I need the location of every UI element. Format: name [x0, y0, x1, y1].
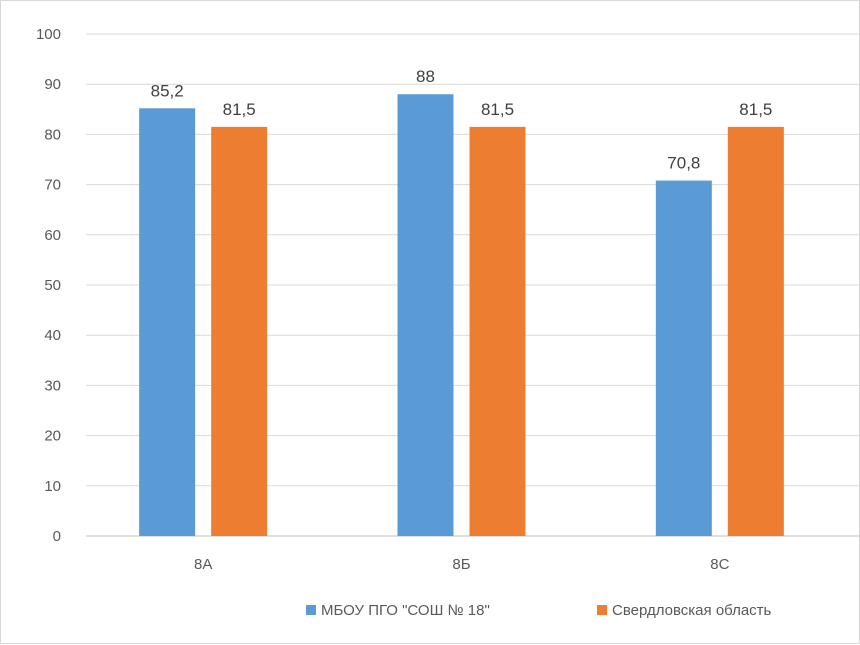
x-tick-label: 8Б — [452, 556, 470, 573]
legend-label: Свердловская область — [612, 602, 772, 619]
y-tick-label: 70 — [44, 177, 61, 194]
legend-swatch — [597, 605, 607, 615]
y-tick-label: 90 — [44, 76, 61, 93]
y-tick-label: 60 — [44, 227, 61, 244]
bar-school — [655, 180, 712, 537]
x-tick-label: 8А — [194, 556, 212, 573]
y-tick-label: 50 — [44, 277, 61, 294]
y-tick-label: 100 — [36, 26, 61, 43]
bar-region — [211, 126, 268, 537]
y-tick-label: 40 — [44, 327, 61, 344]
x-tick-label: 8С — [710, 556, 729, 573]
bar-school — [139, 108, 196, 537]
y-tick-label: 20 — [44, 428, 61, 445]
bar-region — [727, 126, 784, 537]
data-labels: 85,2 81,5 88 81,5 70,8 81,5 — [151, 67, 773, 172]
bar-region — [469, 126, 526, 537]
y-tick-label: 80 — [44, 126, 61, 143]
data-label: 85,2 — [151, 81, 184, 100]
y-axis-ticks: 0 10 20 30 40 50 60 70 80 90 100 — [36, 26, 61, 545]
y-tick-label: 10 — [44, 478, 61, 495]
data-label: 70,8 — [667, 154, 700, 173]
data-label: 81,5 — [739, 100, 772, 119]
data-label: 81,5 — [223, 100, 256, 119]
data-label: 88 — [416, 67, 435, 86]
y-tick-label: 0 — [53, 528, 61, 545]
y-tick-label: 30 — [44, 377, 61, 394]
x-axis-ticks: 8А 8Б 8С — [194, 556, 730, 573]
legend: МБОУ ПГО "СОШ № 18" Свердловская область — [306, 602, 772, 619]
bars — [139, 94, 784, 537]
legend-label: МБОУ ПГО "СОШ № 18" — [321, 602, 490, 619]
legend-swatch — [306, 605, 316, 615]
data-label: 81,5 — [481, 100, 514, 119]
bar-school — [397, 94, 454, 537]
